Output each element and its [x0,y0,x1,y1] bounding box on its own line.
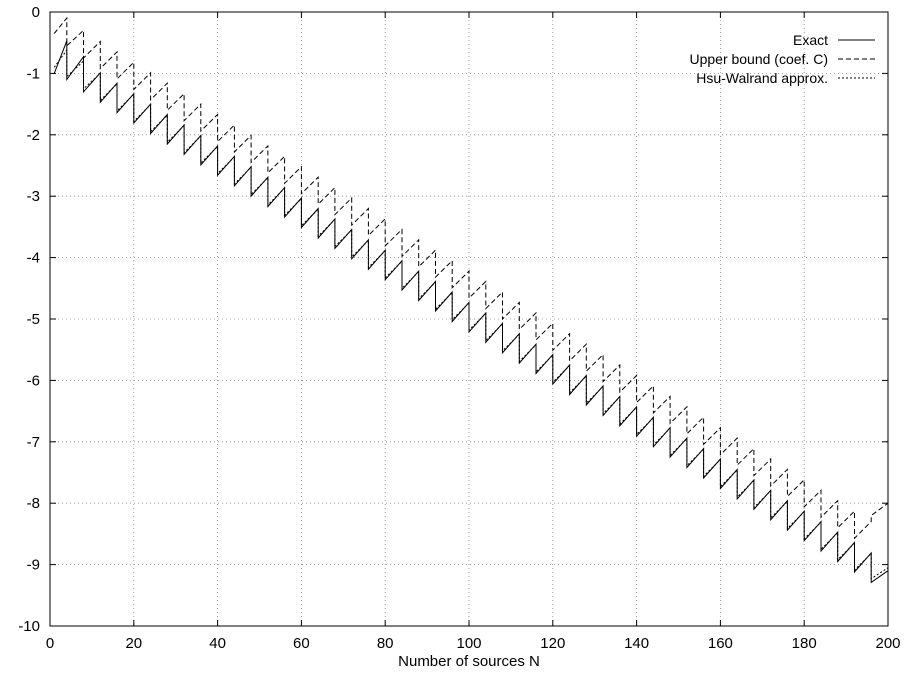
x-tick-label: 0 [46,635,54,652]
y-tick-label: -1 [27,65,40,82]
x-tick-label: 180 [792,635,817,652]
x-tick-label: 120 [540,635,565,652]
legend-label: Exact [793,32,828,48]
y-tick-label: 0 [32,4,40,21]
x-tick-label: 80 [377,635,394,652]
x-tick-label: 200 [875,635,900,652]
series-line-exact [53,40,889,584]
y-tick-label: -5 [27,311,40,328]
y-axis: 0 -1 -2 -3 -4 -5 -6 -7 -8 -9 -10 [18,4,888,635]
x-tick-label: 40 [209,635,226,652]
series-line-upper-bound-coef-c [53,16,889,540]
y-tick-label: -10 [18,618,40,635]
y-tick-label: -8 [27,495,40,512]
x-tick-label: 140 [624,635,649,652]
x-axis-label: Number of sources N [398,653,540,670]
x-tick-label: 60 [293,635,310,652]
x-tick-label: 20 [125,635,142,652]
y-tick-label: -7 [27,434,40,451]
plot-area [53,16,889,584]
series-line-hsu-walrand-approx [53,48,889,580]
y-tick-label: -6 [27,372,40,389]
x-axis: 0 20 40 60 80 100 120 140 160 180 200 [46,12,901,652]
y-tick-label: -4 [27,250,40,267]
legend: Exact Upper bound (coef. C) Hsu-Walrand ap… [689,32,875,86]
y-tick-label: -3 [27,188,40,205]
y-tick-label: -2 [27,127,40,144]
y-tick-label: -9 [27,557,40,574]
legend-label: Hsu-Walrand approx. [696,70,828,86]
legend-label: Upper bound (coef. C) [689,51,828,67]
x-tick-label: 100 [456,635,481,652]
x-tick-label: 160 [708,635,733,652]
